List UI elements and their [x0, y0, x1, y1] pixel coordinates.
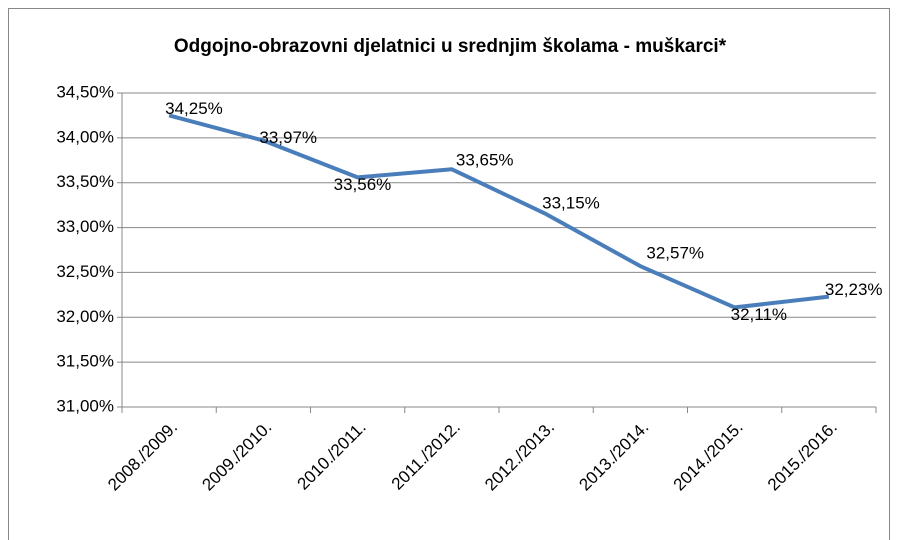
y-tick-label: 32,50%: [56, 262, 114, 281]
data-label: 32,57%: [646, 244, 704, 263]
y-tick-label: 31,00%: [56, 396, 114, 415]
data-label: 33,15%: [542, 194, 600, 213]
data-label: 34,25%: [165, 99, 223, 118]
y-tick-label: 33,00%: [56, 217, 114, 236]
data-label: 33,56%: [334, 175, 392, 194]
y-tick-label: 31,50%: [56, 352, 114, 371]
data-label: 32,11%: [731, 305, 787, 324]
data-label: 33,65%: [456, 151, 514, 170]
y-tick-label: 33,50%: [56, 172, 114, 191]
y-tick-label: 34,50%: [56, 82, 114, 101]
chart-border: [8, 8, 890, 540]
chart-title: Odgojno-obrazovni djelatnici u srednjim …: [174, 36, 727, 57]
y-tick-label: 32,00%: [56, 307, 114, 326]
data-label: 33,97%: [259, 128, 317, 147]
y-tick-label: 34,00%: [56, 127, 114, 146]
line: [168, 113, 830, 310]
data-label: 32,23%: [825, 280, 883, 299]
